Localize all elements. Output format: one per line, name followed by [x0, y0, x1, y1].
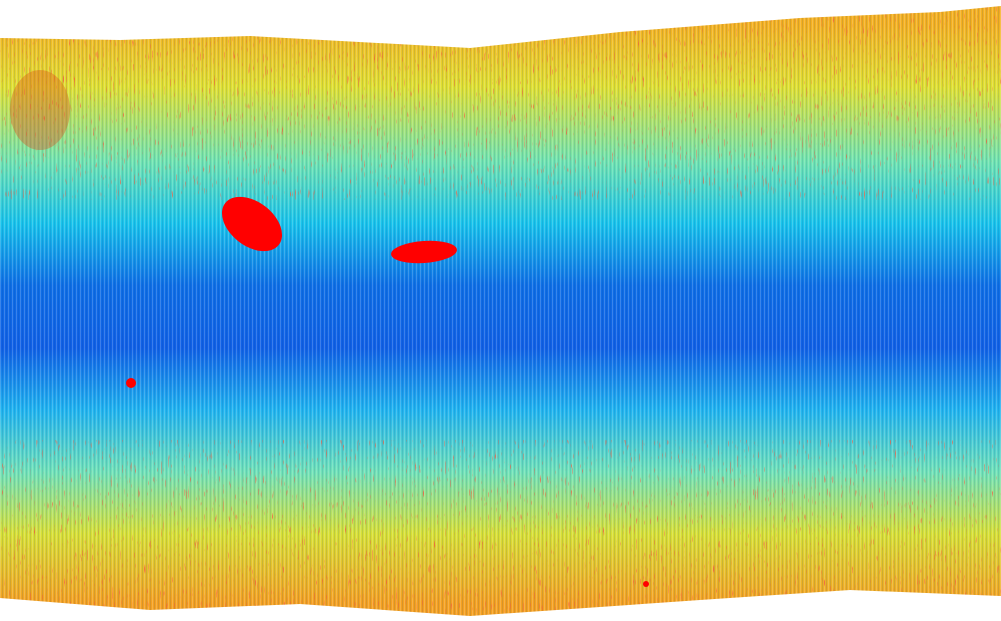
blob	[221, 196, 283, 252]
blob	[643, 581, 649, 587]
blob	[10, 70, 70, 150]
speckle-bottom	[0, 440, 1001, 616]
speckle-top	[0, 6, 1001, 200]
blob	[126, 378, 136, 388]
blob	[391, 240, 457, 264]
